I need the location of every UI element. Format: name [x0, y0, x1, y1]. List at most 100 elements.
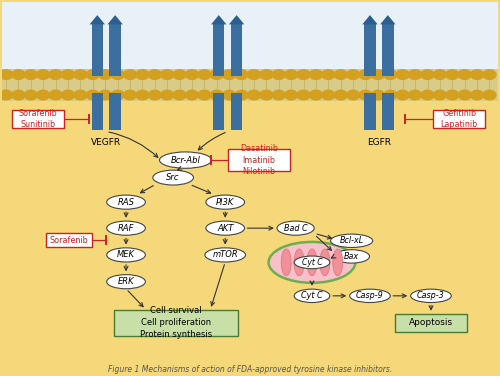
Circle shape — [136, 70, 149, 79]
Circle shape — [334, 90, 347, 100]
Circle shape — [74, 90, 87, 100]
Ellipse shape — [206, 221, 244, 235]
Text: EGFR: EGFR — [367, 138, 391, 147]
Ellipse shape — [334, 250, 370, 263]
Ellipse shape — [410, 289, 452, 303]
Circle shape — [49, 90, 62, 100]
Ellipse shape — [153, 170, 194, 185]
Circle shape — [359, 90, 372, 100]
Bar — [213, 93, 224, 130]
Text: Src: Src — [166, 173, 180, 182]
Circle shape — [334, 70, 347, 79]
Bar — [213, 24, 224, 76]
Text: Casp-3: Casp-3 — [417, 291, 445, 300]
Circle shape — [458, 90, 471, 100]
Bar — [2, 2, 498, 76]
Circle shape — [24, 70, 38, 79]
Circle shape — [210, 70, 223, 79]
Ellipse shape — [206, 195, 244, 209]
Circle shape — [470, 70, 484, 79]
Polygon shape — [229, 15, 244, 24]
Polygon shape — [90, 15, 105, 24]
FancyBboxPatch shape — [46, 233, 92, 247]
Circle shape — [124, 70, 136, 79]
Ellipse shape — [160, 152, 212, 168]
Circle shape — [260, 90, 273, 100]
Bar — [231, 93, 242, 130]
Text: Apoptosis: Apoptosis — [409, 318, 453, 327]
Circle shape — [0, 90, 12, 100]
Circle shape — [470, 90, 484, 100]
Circle shape — [198, 90, 211, 100]
Circle shape — [384, 70, 397, 79]
Circle shape — [446, 90, 458, 100]
Circle shape — [322, 70, 335, 79]
Bar — [2, 69, 498, 101]
Circle shape — [483, 70, 496, 79]
Circle shape — [37, 70, 50, 79]
Circle shape — [186, 70, 198, 79]
Text: AKT: AKT — [217, 224, 234, 233]
Circle shape — [434, 70, 446, 79]
Circle shape — [297, 90, 310, 100]
FancyBboxPatch shape — [395, 314, 467, 332]
Bar — [382, 24, 394, 76]
Circle shape — [396, 90, 409, 100]
Circle shape — [161, 90, 173, 100]
Bar — [110, 93, 121, 130]
Text: MEK: MEK — [117, 250, 135, 259]
Circle shape — [396, 70, 409, 79]
Text: PI3K: PI3K — [216, 198, 234, 207]
Text: VEGFR: VEGFR — [91, 138, 122, 147]
Ellipse shape — [277, 221, 314, 235]
Circle shape — [24, 90, 38, 100]
Ellipse shape — [106, 274, 146, 289]
Circle shape — [434, 90, 446, 100]
Circle shape — [446, 70, 458, 79]
Circle shape — [359, 70, 372, 79]
Circle shape — [483, 90, 496, 100]
Text: mTOR: mTOR — [212, 250, 238, 259]
Ellipse shape — [106, 195, 146, 209]
Ellipse shape — [281, 249, 291, 276]
Circle shape — [384, 90, 397, 100]
Circle shape — [322, 90, 335, 100]
Polygon shape — [362, 15, 378, 24]
Bar — [382, 93, 394, 130]
Bar — [364, 24, 376, 76]
Circle shape — [49, 70, 62, 79]
Bar — [231, 24, 242, 76]
Circle shape — [136, 90, 149, 100]
Circle shape — [310, 90, 322, 100]
Circle shape — [198, 70, 211, 79]
Text: Gefitinib
Lapatinib: Gefitinib Lapatinib — [440, 109, 478, 129]
Bar — [110, 24, 121, 76]
Text: RAF: RAF — [118, 224, 134, 233]
FancyBboxPatch shape — [433, 110, 486, 128]
Ellipse shape — [333, 249, 342, 276]
Text: ERK: ERK — [118, 277, 134, 286]
Circle shape — [284, 70, 298, 79]
Circle shape — [272, 70, 285, 79]
Circle shape — [248, 90, 260, 100]
FancyBboxPatch shape — [12, 110, 64, 128]
Text: Cell survival
Cell proliferation
Protein synthesis: Cell survival Cell proliferation Protein… — [140, 306, 212, 339]
Circle shape — [173, 90, 186, 100]
Circle shape — [12, 70, 25, 79]
Circle shape — [37, 90, 50, 100]
Text: Cyt C: Cyt C — [301, 291, 323, 300]
Ellipse shape — [320, 249, 330, 276]
Circle shape — [222, 70, 235, 79]
Bar — [92, 93, 103, 130]
Bar — [364, 93, 376, 130]
Circle shape — [346, 90, 360, 100]
Circle shape — [346, 70, 360, 79]
Circle shape — [408, 90, 422, 100]
Circle shape — [408, 70, 422, 79]
Ellipse shape — [294, 256, 330, 269]
Circle shape — [86, 90, 100, 100]
Circle shape — [161, 70, 173, 79]
Polygon shape — [211, 15, 226, 24]
Circle shape — [12, 90, 25, 100]
Bar — [92, 24, 103, 76]
